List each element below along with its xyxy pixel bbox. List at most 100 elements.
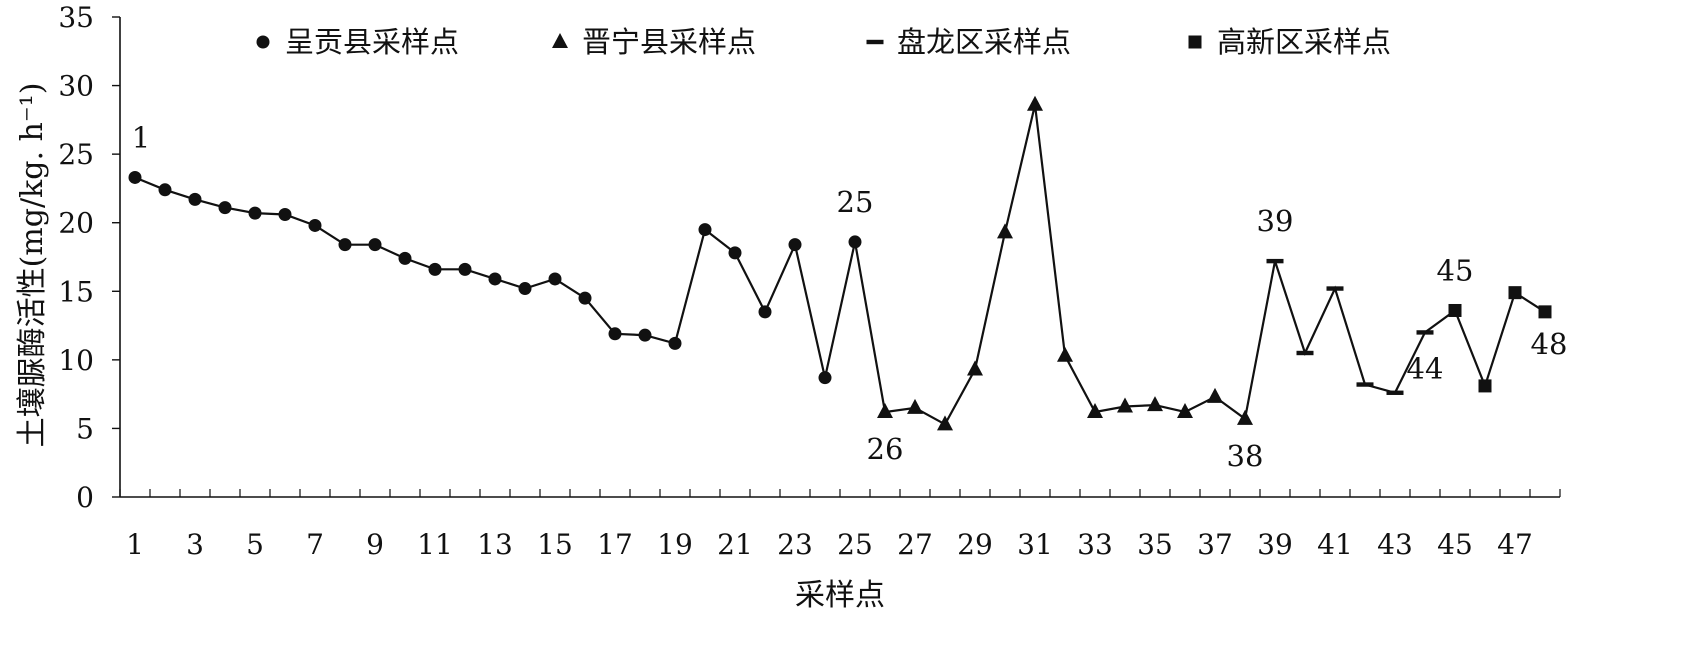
x-tick-label: 47 <box>1497 528 1533 561</box>
series-line <box>134 104 1546 426</box>
legend-marker <box>256 35 270 49</box>
data-point <box>1478 379 1492 393</box>
data-point <box>818 371 832 385</box>
x-tick-label: 11 <box>417 528 453 561</box>
x-tick-label: 5 <box>246 528 264 561</box>
point-annotation: 39 <box>1257 204 1294 238</box>
data-point <box>758 305 772 319</box>
data-point <box>578 291 592 305</box>
legend-item: 晋宁县采样点 <box>552 25 756 59</box>
legend-item: 盘龙区采样点 <box>866 25 1071 59</box>
legend: 呈贡县采样点 晋宁县采样点 盘龙区采样点 高新区采样点 <box>256 25 1391 59</box>
axes <box>119 17 1560 498</box>
x-tick-label: 43 <box>1377 528 1413 561</box>
data-point <box>1177 402 1193 418</box>
point-annotations: 1 25 26 38 39 44 45 48 <box>132 120 1568 472</box>
data-point <box>548 272 562 286</box>
x-tick-label: 19 <box>657 528 693 561</box>
x-tick-label: 41 <box>1317 528 1353 561</box>
point-annotation: 48 <box>1531 327 1568 361</box>
x-tick-label: 25 <box>837 528 873 561</box>
data-point <box>877 402 893 418</box>
x-tick-label: 29 <box>957 528 993 561</box>
x-axis-ticks: 1 3 5 7 9 11 13 15 17 19 21 23 25 27 29 31 33 35 37 39 41 43 4… <box>119 489 1561 561</box>
point-annotation: 1 <box>132 120 150 154</box>
point-annotation: 45 <box>1437 253 1474 287</box>
data-point <box>338 238 352 252</box>
y-tick-label: 25 <box>58 138 94 171</box>
data-point <box>278 207 292 221</box>
legend-marker <box>866 39 884 45</box>
legend-label: 晋宁县采样点 <box>582 25 756 59</box>
data-point <box>698 223 712 237</box>
y-axis-title: 土壤脲酶活性(mg/kg. h⁻¹) <box>15 83 50 448</box>
x-tick-label: 3 <box>186 528 204 561</box>
x-tick-label: 13 <box>477 528 513 561</box>
data-point <box>728 246 742 260</box>
data-point <box>1027 95 1043 111</box>
data-point <box>1057 346 1073 362</box>
y-tick-label: 5 <box>76 412 94 445</box>
data-point <box>1508 286 1522 300</box>
y-tick-label: 30 <box>58 70 94 103</box>
data-point <box>308 218 322 232</box>
data-point <box>1147 396 1163 412</box>
data-point <box>668 336 682 350</box>
x-axis-title: 采样点 <box>795 578 885 613</box>
x-tick-label: 31 <box>1017 528 1053 561</box>
data-point <box>638 328 652 342</box>
point-annotation: 26 <box>867 432 904 466</box>
data-markers <box>128 95 1552 431</box>
y-tick-label: 35 <box>58 1 94 34</box>
data-point <box>368 238 382 252</box>
x-tick-label: 45 <box>1437 528 1473 561</box>
data-point <box>1448 303 1462 317</box>
data-point <box>1296 350 1314 356</box>
data-point <box>518 282 532 296</box>
data-point <box>1386 390 1404 395</box>
x-tick-label: 1 <box>126 528 144 561</box>
x-tick-label: 39 <box>1257 528 1293 561</box>
data-point <box>1326 286 1344 291</box>
data-point <box>458 262 472 276</box>
legend-marker <box>1188 35 1202 49</box>
data-point <box>1207 387 1223 403</box>
legend-item: 呈贡县采样点 <box>256 25 459 59</box>
x-tick-label: 21 <box>717 528 753 561</box>
x-tick-label: 15 <box>537 528 573 561</box>
y-axis-ticks: 0 5 10 15 20 25 30 35 <box>58 1 120 514</box>
data-point <box>907 398 923 414</box>
data-point <box>188 192 202 206</box>
data-point <box>1538 305 1552 319</box>
x-tick-label: 17 <box>597 528 633 561</box>
point-annotation: 44 <box>1407 351 1444 385</box>
x-tick-label: 9 <box>366 528 384 561</box>
x-tick-label: 7 <box>306 528 324 561</box>
point-annotation: 38 <box>1227 439 1264 473</box>
data-point <box>158 183 172 197</box>
legend-item: 高新区采样点 <box>1188 25 1391 59</box>
data-point <box>218 201 232 215</box>
data-point <box>608 327 622 341</box>
data-point <box>848 235 862 249</box>
legend-label: 呈贡县采样点 <box>285 25 459 59</box>
x-tick-label: 23 <box>777 528 813 561</box>
legend-marker <box>552 33 568 48</box>
legend-label: 高新区采样点 <box>1217 25 1391 59</box>
point-annotation: 25 <box>837 185 874 219</box>
y-tick-label: 20 <box>58 207 94 240</box>
y-tick-label: 10 <box>58 344 94 377</box>
data-point <box>488 272 502 286</box>
y-tick-label: 0 <box>76 481 94 514</box>
x-tick-label: 33 <box>1077 528 1113 561</box>
data-point <box>398 251 412 265</box>
data-point <box>1266 258 1284 264</box>
data-point <box>128 170 142 184</box>
x-tick-label: 37 <box>1197 528 1233 561</box>
x-tick-label: 35 <box>1137 528 1173 561</box>
data-point <box>967 360 983 376</box>
data-point <box>428 262 442 276</box>
x-tick-label: 27 <box>897 528 933 561</box>
data-point <box>248 206 262 220</box>
legend-label: 盘龙区采样点 <box>897 25 1071 59</box>
